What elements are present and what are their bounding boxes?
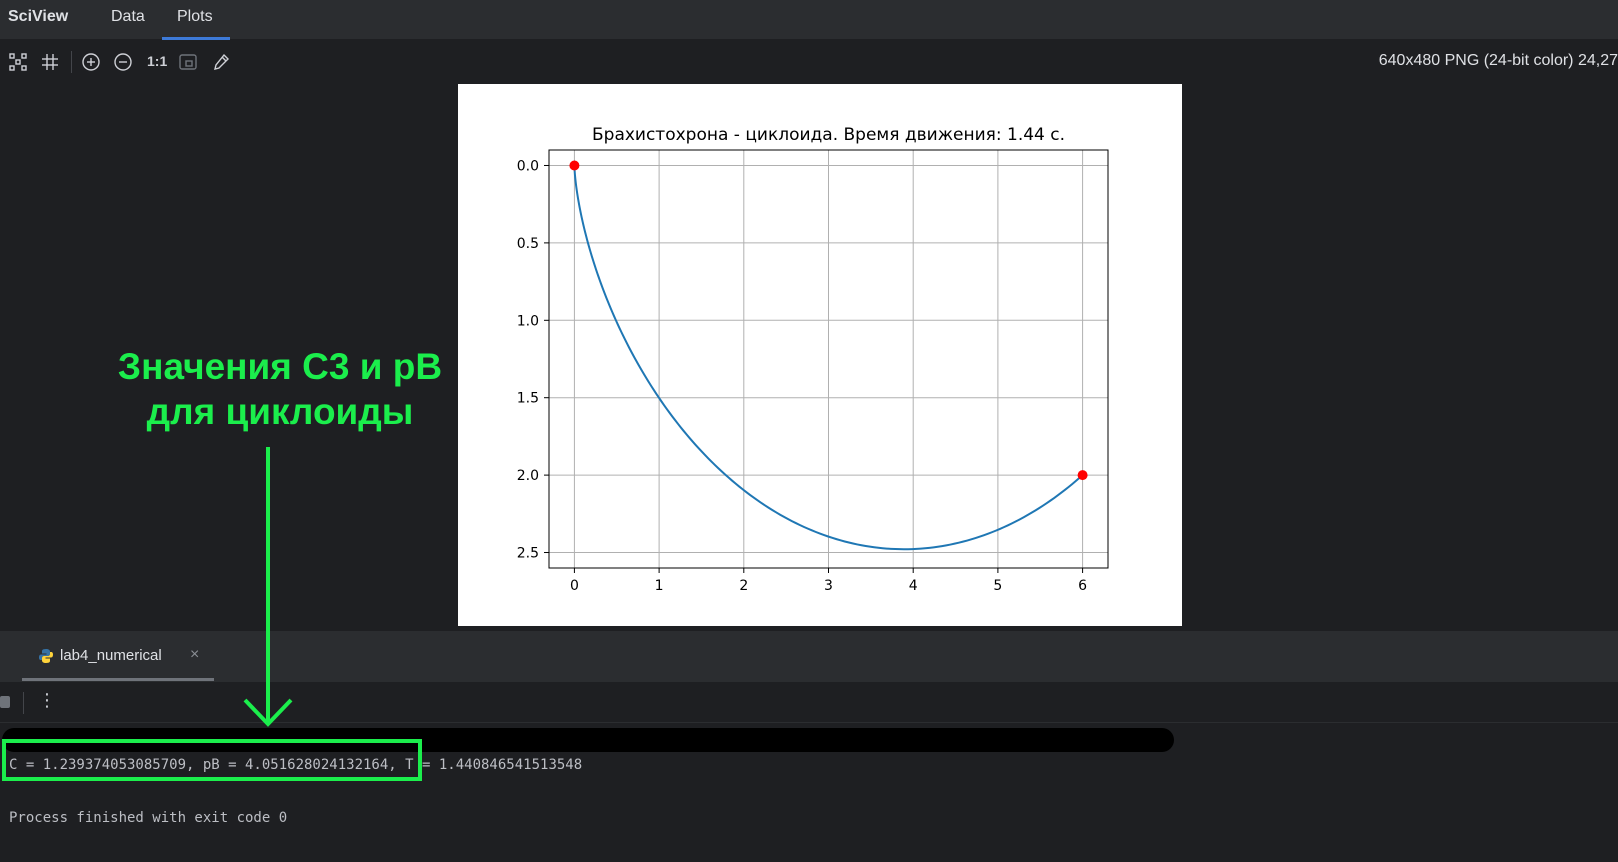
run-tab-label: lab4_numerical bbox=[60, 647, 162, 664]
x-tick-label: 1 bbox=[655, 578, 664, 594]
console-output-values: C = 1.239374053085709, pB = 4.0516280241… bbox=[9, 757, 583, 773]
x-tick-label: 5 bbox=[993, 578, 1002, 594]
fit-view-icon[interactable] bbox=[8, 52, 28, 72]
tab-data[interactable]: Data bbox=[111, 8, 145, 25]
run-tab[interactable]: lab4_numerical bbox=[38, 647, 162, 664]
console-output-exit: Process finished with exit code 0 bbox=[9, 810, 288, 826]
y-tick-label: 2.0 bbox=[517, 468, 539, 484]
tab-plots[interactable]: Plots bbox=[177, 8, 213, 25]
run-tab-indicator bbox=[22, 678, 214, 681]
annotation-line-2: для циклоиды bbox=[146, 391, 414, 432]
y-tick-label: 1.5 bbox=[517, 391, 539, 407]
stop-icon[interactable] bbox=[0, 696, 10, 708]
close-tab-icon[interactable]: × bbox=[190, 646, 200, 663]
app-title: SciView bbox=[8, 8, 69, 25]
color-picker-icon[interactable] bbox=[211, 52, 231, 72]
y-tick-label: 1.0 bbox=[517, 313, 539, 329]
grid-icon[interactable] bbox=[40, 52, 60, 72]
endpoint-marker bbox=[1077, 470, 1088, 481]
chart-title: Брахистохрона - циклоида. Время движения… bbox=[592, 125, 1065, 145]
annotation: Значения C3 и pB для циклоиды bbox=[90, 344, 470, 434]
python-icon bbox=[39, 648, 53, 663]
y-tick-label: 0.0 bbox=[517, 158, 539, 174]
annotation-line-1: Значения C3 и pB bbox=[117, 346, 443, 387]
y-tick-label: 2.5 bbox=[517, 546, 539, 562]
x-tick-label: 0 bbox=[570, 578, 579, 594]
toolbar-separator bbox=[71, 51, 72, 73]
top-bar: SciView Data Plots bbox=[0, 0, 1618, 40]
more-options-icon[interactable]: ⋮ bbox=[38, 690, 56, 710]
active-tab-indicator bbox=[162, 37, 230, 40]
endpoint-marker bbox=[569, 160, 580, 171]
console-toolbar-separator bbox=[23, 692, 24, 714]
series-line-cycloid bbox=[573, 165, 1084, 551]
zoom-out-icon[interactable] bbox=[113, 52, 133, 72]
x-tick-label: 3 bbox=[824, 578, 833, 594]
chart: 0 1 2 3 4 5 6 0.0 0.5 1.0 1.5 2.0 2.5 Брахистохрона -… bbox=[517, 125, 1109, 594]
zoom-in-icon[interactable] bbox=[81, 52, 101, 72]
plot-toolbar bbox=[0, 40, 1618, 84]
fit-zoom-icon[interactable] bbox=[178, 52, 198, 72]
y-tick-label: 0.5 bbox=[517, 236, 539, 252]
console-toolbar bbox=[0, 682, 1618, 723]
x-tick-label: 4 bbox=[909, 578, 918, 594]
image-info: 640x480 PNG (24-bit color) 24,27 bbox=[1378, 52, 1618, 69]
x-tick-label: 6 bbox=[1078, 578, 1087, 594]
actual-size-button[interactable]: 1:1 bbox=[147, 53, 168, 69]
plot-image: 0 1 2 3 4 5 6 0.0 0.5 1.0 1.5 2.0 2.5 Брахистохрона -… bbox=[458, 84, 1182, 626]
x-tick-label: 2 bbox=[739, 578, 748, 594]
run-panel-header bbox=[0, 630, 1618, 682]
highlight-box bbox=[2, 739, 422, 781]
